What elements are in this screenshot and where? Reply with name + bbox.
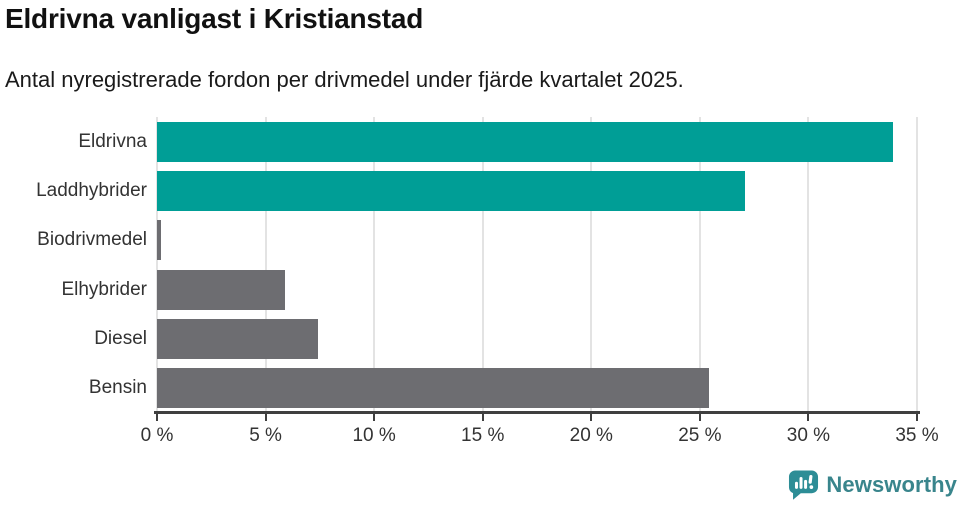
category-label: Elhybrider (61, 278, 147, 300)
chart-subtitle: Antal nyregistrerade fordon per drivmede… (5, 67, 684, 92)
bar-laddhybrider (157, 170, 746, 211)
gridline (698, 117, 701, 413)
brand-footer: Newsworthy (788, 469, 957, 500)
gridline (481, 117, 484, 413)
gridline (807, 117, 810, 413)
category-label: Biodrivmedel (37, 229, 147, 251)
bar-row (157, 314, 917, 363)
bar-eldrivna (157, 121, 894, 162)
category-label: Eldrivna (78, 130, 147, 152)
x-axis-ticks: 0 % 5 % 10 % 15 % 20 % 25 % 30 % 35 % (141, 414, 939, 456)
tick-label: 35 % (895, 425, 939, 446)
bar-row (157, 166, 917, 215)
gridline (916, 117, 918, 413)
category-labels: Eldrivna Laddhybrider Biodrivmedel Elhybrid… (0, 117, 147, 413)
tick-label: 30 % (786, 425, 831, 446)
tick-label: 25 % (678, 425, 722, 446)
tick-mark (916, 414, 918, 421)
category-label: Bensin (88, 377, 147, 399)
bar-diesel (157, 318, 318, 359)
x-axis-line (154, 411, 920, 414)
tick-mark (590, 414, 593, 421)
tick-label: 10 % (352, 425, 396, 446)
tick-mark (807, 414, 810, 421)
tick-mark (698, 414, 701, 421)
bar-row (157, 216, 917, 265)
bar-biodrivmedel (157, 220, 162, 261)
gridline (590, 117, 593, 413)
gridline (264, 117, 267, 413)
bar-bensin (157, 368, 709, 409)
gridline (373, 117, 376, 413)
newsworthy-logo-icon (789, 470, 819, 500)
bar-row (157, 265, 917, 314)
gridlines (156, 117, 918, 413)
tick-mark (264, 414, 267, 421)
category-label: Laddhybrider (36, 179, 147, 201)
bar-rows (157, 117, 917, 413)
bar-row (157, 117, 917, 166)
tick-label: 20 % (569, 425, 613, 446)
chart-title: Eldrivna vanligast i Kristianstad (5, 3, 424, 34)
tick-label: 15 % (461, 425, 505, 446)
category-label: Diesel (94, 327, 147, 349)
tick-mark (481, 414, 484, 421)
tick-label: 0 % (140, 425, 174, 446)
plot-area (156, 117, 918, 413)
bar-row (157, 364, 917, 413)
gridline (156, 117, 158, 413)
bar-elhybrider (157, 269, 286, 310)
brand-name: Newsworthy (826, 471, 957, 497)
tick-mark (156, 414, 158, 421)
tick-mark (373, 414, 376, 421)
tick-label: 5 % (249, 425, 282, 446)
